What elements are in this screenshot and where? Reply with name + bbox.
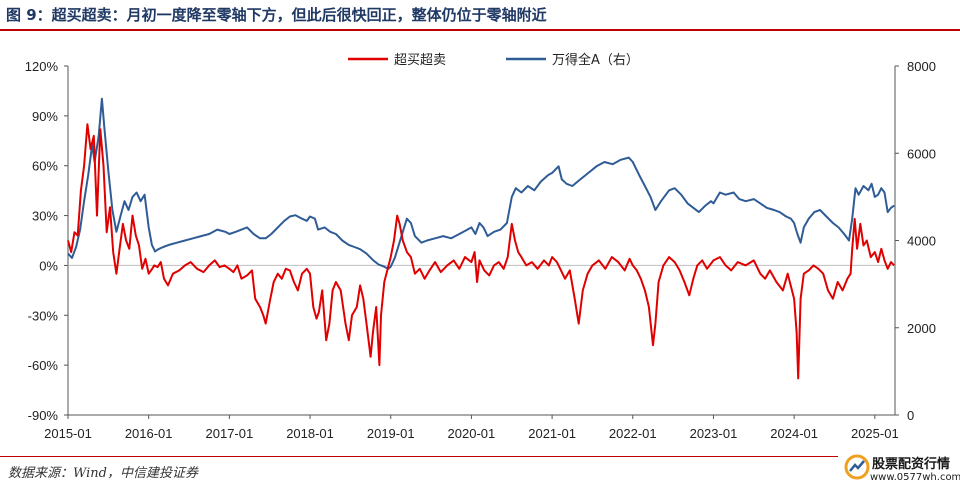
x-tick-label: 2016-01 [125,426,173,441]
series-layer [67,97,895,380]
right-tick-label: 6000 [907,146,936,161]
x-tick-label: 2025-01 [851,426,899,441]
left-tick-label: -90% [28,408,59,423]
watermark: 股票配资行情 www.0577wh.com [842,452,960,488]
figure-title: 图 9：超买超卖：月初一度降至零轴下方，但此后很快回正，整体仍位于零轴附近 [6,6,547,24]
left-tick-label: 0% [39,258,58,273]
x-tick-label: 2020-01 [448,426,496,441]
right-tick-label: 0 [907,408,914,423]
legend: 超买超卖 万得全A（右） [348,52,639,68]
right-tick-label: 8000 [907,59,936,74]
x-tick-label: 2023-01 [690,426,738,441]
footer-rule [0,456,838,457]
series-line-wind-all-a [67,97,895,270]
left-tick-label: 30% [32,209,58,224]
x-tick-label: 2015-01 [44,426,92,441]
x-tick-label: 2022-01 [609,426,657,441]
left-tick-label: -30% [28,308,59,323]
legend-label: 万得全A（右） [552,52,639,68]
title-rule [0,29,960,31]
left-tick-label: -60% [28,358,59,373]
x-tick-label: 2018-01 [286,426,334,441]
watermark-name: 股票配资行情 [872,457,951,472]
source-note: 数据来源：Wind，中信建投证券 [8,466,198,481]
chart-svg: -90% -60% -30% 0% 30% 60% 90% 120% 0 2000 4000 6000… [25,52,936,441]
x-tick-label: 2017-01 [206,426,254,441]
left-tick-label: 90% [32,109,58,124]
series-line-overbought-oversold [67,123,895,380]
title-bar: 图 9：超买超卖：月初一度降至零轴下方，但此后很快回正，整体仍位于零轴附近 [0,0,960,31]
watermark-url: www.0577wh.com [870,472,960,483]
x-tick-label: 2021-01 [528,426,576,441]
left-tick-label: 120% [25,59,59,74]
axes-layer: -90% -60% -30% 0% 30% 60% 90% 120% 0 2000 4000 6000… [25,59,936,441]
legend-label: 超买超卖 [394,53,446,68]
right-tick-label: 4000 [907,234,936,249]
left-tick-label: 60% [32,159,58,174]
x-tick-label: 2024-01 [770,426,818,441]
x-tick-label: 2019-01 [367,426,415,441]
watermark-logo-icon [844,454,870,480]
chart-area: -90% -60% -30% 0% 30% 60% 90% 120% 0 2000 4000 6000… [0,31,960,451]
right-tick-label: 2000 [907,321,936,336]
